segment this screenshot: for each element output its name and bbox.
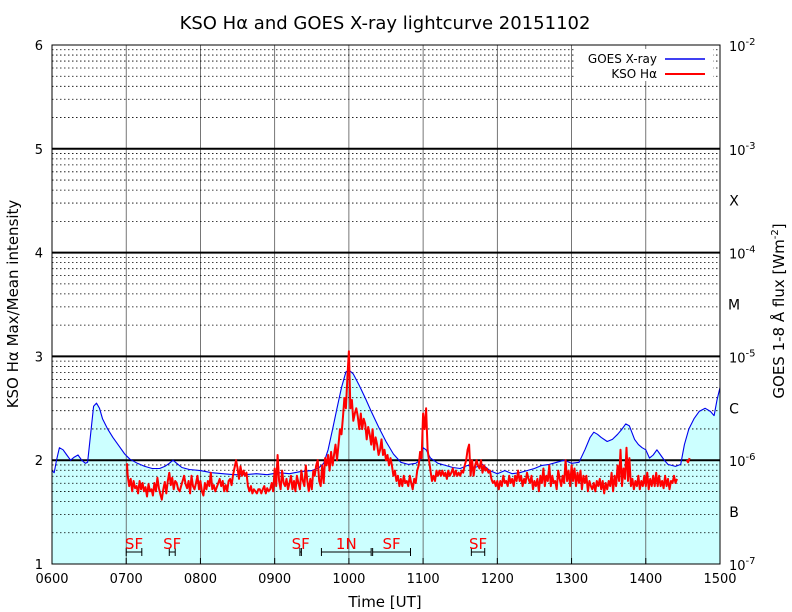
y-tick-label-right: 10-4 (729, 245, 756, 263)
kso-halpha-line (126, 350, 678, 501)
flare-class-label: B (729, 505, 739, 521)
y-tick-label-right-base: 10 (729, 248, 746, 263)
y-axis-label-right-main: GOES 1-8 Å flux [Wm (769, 239, 788, 398)
legend: GOES X-ray KSO Hα (575, 49, 713, 81)
flare-label: SF (125, 535, 143, 553)
x-tick-label: 1000 (332, 572, 365, 587)
x-tick-label: 0700 (110, 572, 143, 587)
y-tick-label-left: 1 (35, 558, 43, 573)
x-tick-label: 0600 (35, 572, 68, 587)
x-tick-label: 1200 (481, 572, 514, 587)
legend-box (575, 49, 713, 81)
flare-class-label: C (729, 401, 739, 417)
y-tick-label-left: 2 (35, 454, 43, 469)
flare-label: SF (469, 535, 487, 553)
chart-title: KSO Hα and GOES X-ray lightcurve 2015110… (180, 13, 591, 34)
x-tick-label: 1400 (629, 572, 662, 587)
x-axis-label: Time [UT] (347, 593, 421, 611)
x-tick-label: 1500 (703, 572, 736, 587)
y-tick-label-right-base: 10 (729, 351, 746, 366)
y-tick-label-right-base: 10 (729, 40, 746, 55)
y-tick-label-right: 10-2 (729, 37, 756, 55)
y-tick-label-right: 10-3 (729, 141, 756, 159)
kso-halpha-line (685, 457, 691, 464)
y-tick-label-right-exponent: -2 (746, 37, 756, 48)
y-tick-label-left: 5 (35, 143, 43, 158)
y-axis-label-right: GOES 1-8 Å flux [Wm-2] (769, 223, 788, 398)
y-tick-label-right-base: 10 (729, 559, 746, 574)
flare-label: 1N (336, 535, 357, 553)
y-tick-label-right-base: 10 (729, 144, 746, 159)
legend-label-goes: GOES X-ray (588, 52, 657, 66)
y-tick-label-right-exponent: -7 (746, 556, 756, 567)
y-tick-label-right: 10-6 (729, 452, 756, 470)
plot-frame (51, 44, 721, 565)
x-tick-label: 1100 (407, 572, 440, 587)
flare-class-label: X (729, 194, 739, 210)
y-tick-label-left: 4 (35, 247, 43, 262)
y-tick-label-right-exponent: -5 (746, 348, 756, 359)
y-tick-label-right-exponent: -4 (746, 245, 756, 256)
goes-xray-line (51, 369, 721, 476)
y-tick-label-right: 10-5 (729, 348, 756, 366)
y-axis-label-right-sup: -2 (770, 229, 781, 239)
flare-label: SF (382, 535, 400, 553)
y-axis-label-left: KSO Hα Max/Mean intensity (4, 200, 22, 409)
y-tick-label-right-exponent: -6 (746, 452, 756, 463)
flare-label: SF (163, 535, 181, 553)
legend-label-kso: KSO Hα (611, 67, 657, 81)
y-axis-label-right-close: ] (770, 223, 788, 229)
y-tick-label-left: 3 (35, 350, 43, 365)
flare-label: SF (292, 535, 310, 553)
x-tick-label: 0800 (184, 572, 217, 587)
x-tick-label: 0900 (258, 572, 291, 587)
y-tick-label-left: 6 (35, 39, 43, 54)
y-tick-label-right-base: 10 (729, 455, 746, 470)
flare-class-label: M (728, 298, 740, 314)
y-tick-label-right: 10-7 (729, 556, 756, 574)
x-tick-label: 1300 (555, 572, 588, 587)
goes-area-fill (52, 369, 720, 564)
y-tick-label-right-exponent: -3 (746, 141, 756, 152)
